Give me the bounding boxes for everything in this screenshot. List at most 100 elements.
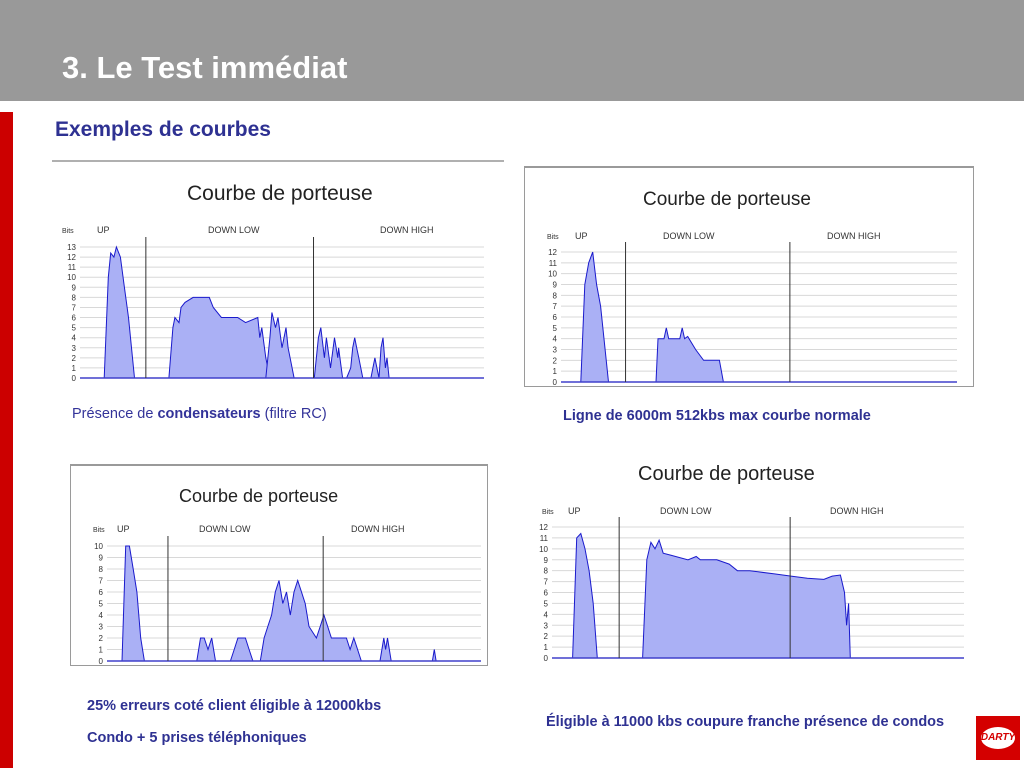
y-tick-label: 3 xyxy=(553,346,558,355)
y-tick-label: 9 xyxy=(553,281,558,290)
y-tick-label: 8 xyxy=(99,565,104,574)
y-tick-label: 9 xyxy=(544,556,549,565)
carrier-area-segment xyxy=(580,251,610,383)
y-axis-label: Bits xyxy=(547,234,559,241)
y-tick-label: 9 xyxy=(99,554,104,563)
carrier-area-segment xyxy=(572,532,598,659)
y-axis-label: Bits xyxy=(62,228,74,235)
chart-title: Courbe de porteuse xyxy=(179,486,338,506)
y-tick-label: 9 xyxy=(72,283,77,292)
carrier-chart-bottom-left: Courbe de porteuse Bits UP DOWN LOW DOWN HIG… xyxy=(70,464,488,666)
carrier-area-segment xyxy=(642,538,851,659)
y-tick-label: 6 xyxy=(544,589,549,598)
section-divider xyxy=(52,160,504,162)
y-tick-label: 1 xyxy=(544,643,549,652)
y-tick-label: 1 xyxy=(72,364,77,373)
y-tick-label: 2 xyxy=(72,354,77,363)
chart-svg: Courbe de porteuse Bits UP DOWN LOW DOWN HIG… xyxy=(93,486,481,665)
y-tick-label: 12 xyxy=(67,253,76,262)
y-tick-label: 8 xyxy=(544,567,549,576)
y-tick-label: 10 xyxy=(94,542,103,551)
y-tick-label: 3 xyxy=(544,621,549,630)
y-axis-label: Bits xyxy=(93,527,105,534)
y-tick-label: 5 xyxy=(553,324,558,333)
y-tick-label: 10 xyxy=(67,273,76,282)
band-label: DOWN HIGH xyxy=(827,231,881,241)
darty-logo-text: DARTY xyxy=(980,732,1016,743)
side-stripe xyxy=(0,112,13,768)
caption-ligne-6000m: Ligne de 6000m 512kbs max courbe normale xyxy=(563,408,871,424)
caption-eligible-11000: Éligible à 11000 kbs coupure franche pré… xyxy=(546,714,945,730)
y-tick-label: 5 xyxy=(72,324,77,333)
band-label: UP xyxy=(575,231,588,241)
y-tick-label: 4 xyxy=(72,334,77,343)
y-tick-label: 8 xyxy=(72,293,77,302)
band-label: UP xyxy=(97,225,110,235)
y-tick-label: 7 xyxy=(72,303,77,312)
band-label: DOWN LOW xyxy=(208,225,260,235)
caption-1-suffix: (filtre RC) xyxy=(260,406,327,422)
band-label: DOWN LOW xyxy=(660,506,712,516)
y-tick-label: 10 xyxy=(539,545,548,554)
y-tick-label: 5 xyxy=(544,599,549,608)
band-label: DOWN LOW xyxy=(663,231,715,241)
carrier-chart-top-left: Courbe de porteuse Bits UP DOWN LOW DOWN HIG… xyxy=(52,162,504,392)
band-label: UP xyxy=(568,506,581,516)
carrier-area-segment xyxy=(370,337,390,379)
chart-svg: Courbe de porteuse Bits UP DOWN LOW DOWN HIG… xyxy=(539,463,964,662)
band-label: DOWN HIGH xyxy=(380,225,434,235)
caption-1-bold: condensateurs xyxy=(157,406,261,422)
chart-title: Courbe de porteuse xyxy=(187,182,373,205)
y-tick-label: 5 xyxy=(99,600,104,609)
darty-logo-oval xyxy=(981,727,1015,749)
y-tick-label: 3 xyxy=(72,344,77,353)
y-tick-label: 12 xyxy=(548,248,557,257)
band-label: UP xyxy=(117,524,130,534)
y-tick-label: 6 xyxy=(553,313,558,322)
y-tick-label: 11 xyxy=(68,263,77,272)
band-label: DOWN HIGH xyxy=(351,524,405,534)
caption-erreurs-line2: Condo + 5 prises téléphoniques xyxy=(87,730,307,746)
y-tick-label: 6 xyxy=(72,314,77,323)
section-title: Exemples de courbes xyxy=(55,118,271,141)
carrier-area-segment xyxy=(168,296,271,379)
y-tick-label: 4 xyxy=(544,610,549,619)
carrier-area-segment xyxy=(431,649,437,662)
y-tick-label: 4 xyxy=(553,335,558,344)
y-tick-label: 11 xyxy=(540,534,549,543)
chart-title: Courbe de porteuse xyxy=(638,463,815,485)
y-tick-label: 0 xyxy=(544,654,549,662)
carrier-area-segment xyxy=(655,327,725,383)
y-tick-label: 1 xyxy=(553,367,558,376)
carrier-chart-bottom-right: Courbe de porteuse Bits UP DOWN LOW DOWN HIG… xyxy=(506,454,974,662)
y-tick-label: 12 xyxy=(539,523,548,532)
y-tick-label: 3 xyxy=(99,623,104,632)
y-tick-label: 2 xyxy=(99,634,104,643)
chart-title: Courbe de porteuse xyxy=(643,189,811,210)
y-tick-label: 2 xyxy=(553,356,558,365)
carrier-area-segment xyxy=(121,545,145,662)
carrier-area-segment xyxy=(196,637,217,662)
y-tick-label: 1 xyxy=(99,646,104,655)
y-tick-label: 0 xyxy=(72,374,77,383)
y-tick-label: 0 xyxy=(99,657,104,665)
chart-svg: Courbe de porteuse Bits UP DOWN LOW DOWN HIG… xyxy=(62,182,484,383)
carrier-area-segment xyxy=(103,245,136,379)
y-tick-label: 8 xyxy=(553,291,558,300)
y-tick-label: 13 xyxy=(67,243,76,252)
caption-1-prefix: Présence de xyxy=(72,406,158,422)
chart-svg: Courbe de porteuse Bits UP DOWN LOW DOWN HIG… xyxy=(547,189,957,386)
carrier-area-segment xyxy=(265,312,295,379)
y-tick-label: 2 xyxy=(544,632,549,641)
y-tick-label: 6 xyxy=(99,588,104,597)
carrier-area-segment xyxy=(313,327,344,379)
y-tick-label: 0 xyxy=(553,378,558,386)
y-tick-label: 4 xyxy=(99,611,104,620)
carrier-area-segment xyxy=(229,637,254,662)
band-label: DOWN LOW xyxy=(199,524,251,534)
y-tick-label: 7 xyxy=(553,302,558,311)
band-label: DOWN HIGH xyxy=(830,506,884,516)
darty-logo: DARTY xyxy=(976,716,1020,760)
y-tick-label: 10 xyxy=(548,270,557,279)
carrier-area-segment xyxy=(259,578,362,662)
